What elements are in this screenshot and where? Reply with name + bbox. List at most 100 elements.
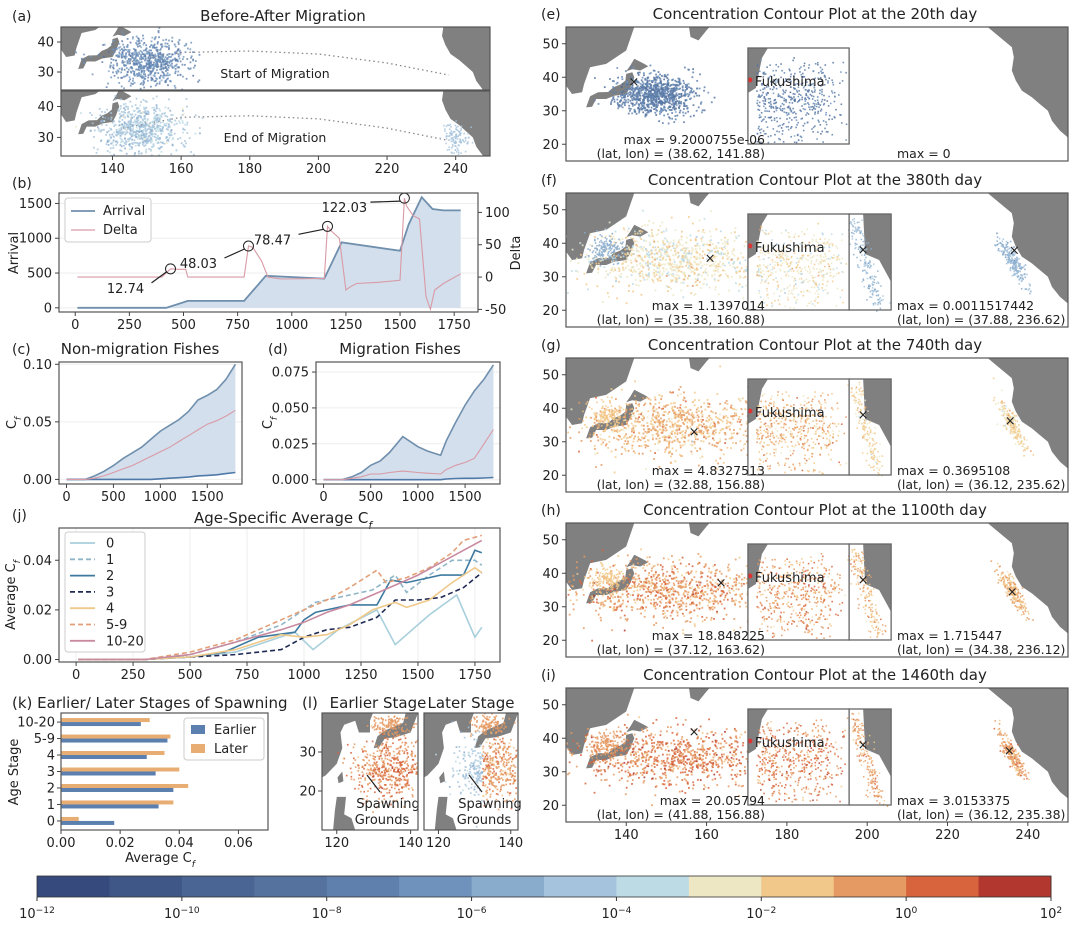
particle <box>778 95 781 97</box>
particle <box>676 278 679 281</box>
particle <box>529 765 531 767</box>
particle <box>153 80 156 83</box>
particle <box>659 279 662 282</box>
particle <box>648 94 650 96</box>
particle <box>148 52 150 54</box>
particle <box>154 80 157 82</box>
particle <box>805 94 808 97</box>
particle <box>482 719 485 722</box>
particle <box>140 120 142 123</box>
particle <box>811 128 813 130</box>
particle <box>682 281 685 284</box>
particle <box>120 85 123 88</box>
particle <box>452 138 454 141</box>
particle <box>381 733 384 736</box>
annotation-peak-value: 78.47 <box>254 233 291 248</box>
particle <box>482 728 485 730</box>
particle <box>165 122 168 125</box>
particle <box>152 57 155 59</box>
particle <box>485 733 487 735</box>
particle <box>150 44 153 46</box>
particle <box>668 108 671 111</box>
particle <box>707 91 710 94</box>
particle <box>174 70 177 73</box>
particle <box>118 43 121 45</box>
particle <box>174 51 177 54</box>
particle <box>386 758 389 761</box>
particle <box>764 73 767 75</box>
b-y2-tick-label: -50 <box>485 303 506 318</box>
particle <box>773 99 775 102</box>
particle <box>798 67 801 70</box>
particle <box>110 61 113 64</box>
particle <box>455 133 457 136</box>
particle <box>138 65 141 68</box>
particle <box>394 721 397 724</box>
particle <box>781 108 784 110</box>
particle <box>376 755 379 758</box>
particle <box>369 754 372 757</box>
particle <box>476 774 479 777</box>
particle <box>462 140 465 142</box>
particle <box>478 730 481 733</box>
particle <box>840 114 842 116</box>
particle <box>490 782 493 785</box>
particle <box>810 83 813 86</box>
particle <box>380 791 383 794</box>
particle <box>454 760 457 763</box>
particle <box>685 104 688 107</box>
particle <box>649 102 652 105</box>
particle <box>644 115 647 118</box>
particle <box>510 764 513 767</box>
particle <box>616 98 619 101</box>
particle <box>510 773 513 776</box>
particle <box>665 101 668 103</box>
particle <box>799 135 802 138</box>
particle <box>137 124 139 127</box>
particle <box>112 66 114 69</box>
particle <box>102 55 105 58</box>
particle <box>479 775 482 777</box>
particle <box>724 247 727 250</box>
particle <box>134 104 137 106</box>
particle <box>675 244 678 247</box>
land-north-america <box>442 27 490 90</box>
particle <box>123 46 126 49</box>
particle <box>701 254 703 257</box>
particle <box>490 767 492 770</box>
particle <box>709 241 712 244</box>
particle <box>162 76 165 79</box>
particle <box>415 722 417 725</box>
bar-earlier <box>61 755 147 760</box>
particle <box>167 118 170 121</box>
particle <box>136 121 139 124</box>
particle <box>499 790 502 793</box>
particle <box>390 726 393 728</box>
particle <box>625 261 627 263</box>
particle <box>161 112 164 115</box>
particle <box>785 101 787 103</box>
particle <box>364 764 366 767</box>
particle <box>395 771 397 773</box>
axes-frame-l1 <box>321 712 419 831</box>
particle <box>485 722 488 725</box>
particle <box>763 73 765 76</box>
concentration-cloud <box>593 64 716 125</box>
particle <box>166 54 169 56</box>
particle <box>101 129 103 131</box>
particle <box>656 93 659 95</box>
particle <box>482 745 485 748</box>
particle <box>152 74 155 77</box>
particle <box>653 78 656 81</box>
particle <box>136 63 138 65</box>
particle <box>683 121 685 124</box>
particle <box>390 803 392 806</box>
particle <box>705 263 708 266</box>
particle <box>89 129 92 132</box>
particle <box>800 118 803 120</box>
particle <box>687 95 690 98</box>
particle <box>655 101 658 104</box>
particle <box>158 36 160 39</box>
particle <box>636 86 639 89</box>
